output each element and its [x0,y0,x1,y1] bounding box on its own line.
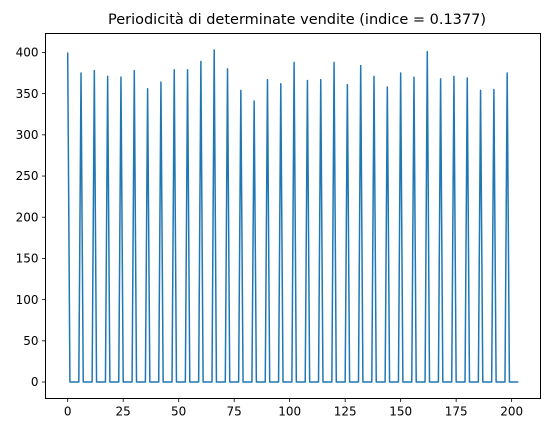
x-tick-label: 75 [227,405,242,419]
x-tick-label: 100 [278,405,301,419]
y-tick-label: 400 [16,46,39,60]
x-tick-label: 150 [389,405,412,419]
y-tick-label: 300 [16,128,39,142]
plot-area [66,49,519,383]
series-line [66,49,519,383]
chart-title: Periodicità di determinate vendite (indi… [108,12,486,28]
x-tick-label: 50 [171,405,186,419]
y-tick-label: 150 [16,252,39,266]
x-tick-label: 200 [500,405,523,419]
x-axis: 0 25 50 75 100 125 150 175 200 [64,398,523,419]
y-tick-label: 50 [23,334,38,348]
x-tick-label: 25 [116,405,131,419]
x-tick-label: 125 [334,405,357,419]
y-tick-label: 0 [31,375,39,389]
y-tick-label: 250 [16,169,39,183]
x-tick-label: 175 [445,405,468,419]
y-axis: 0 50 100 150 200 250 300 350 400 [16,46,46,389]
y-tick-label: 200 [16,210,39,224]
plot-frame [45,33,541,399]
y-tick-label: 100 [16,293,39,307]
y-tick-label: 350 [16,87,39,101]
x-tick-label: 0 [64,405,72,419]
